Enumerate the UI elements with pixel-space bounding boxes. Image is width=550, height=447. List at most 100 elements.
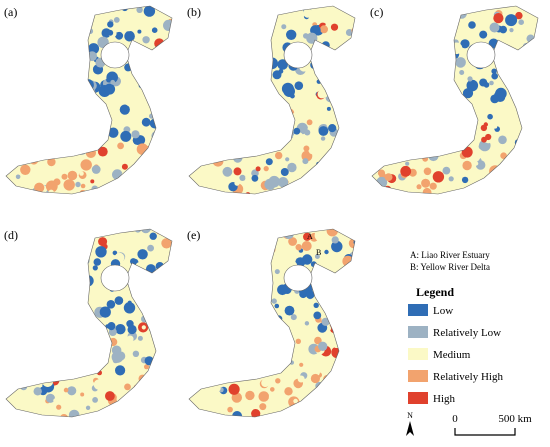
region-patch <box>121 170 131 180</box>
region-patch <box>212 334 225 347</box>
region-patch <box>514 78 524 88</box>
region-patch <box>117 142 124 150</box>
region-patch <box>36 229 48 237</box>
region-patch <box>44 150 50 155</box>
region-patch <box>461 140 467 146</box>
region-patch <box>75 15 85 24</box>
region-patch <box>240 107 247 114</box>
map-panel: (b) <box>187 5 356 195</box>
region-patch <box>202 264 212 273</box>
region-patch <box>81 330 94 343</box>
region-patch <box>280 229 287 236</box>
region-patch <box>328 398 339 409</box>
region-patch <box>83 193 89 194</box>
region-patch <box>353 154 355 161</box>
region-patch <box>92 192 103 194</box>
region-patch <box>144 173 155 184</box>
region-patch <box>95 246 107 258</box>
region-patch <box>328 176 335 183</box>
region-patch <box>223 76 230 83</box>
region-patch <box>301 241 312 251</box>
region-patch <box>444 44 452 52</box>
region-patch <box>535 181 538 187</box>
region-patch <box>279 106 284 111</box>
region-patch <box>441 97 451 108</box>
region-patch <box>107 322 116 331</box>
region-patch <box>232 284 238 290</box>
region-patch <box>401 118 413 130</box>
region-patch <box>25 229 38 236</box>
region-patch <box>167 58 172 64</box>
region-patch <box>424 97 432 105</box>
region-patch <box>499 25 507 34</box>
region-patch <box>231 298 237 304</box>
legend-title: Legend <box>416 285 454 299</box>
region-patch <box>156 148 163 155</box>
region-patch <box>196 400 207 411</box>
region-patch <box>80 110 85 116</box>
region-patch <box>222 131 229 139</box>
region-patch <box>487 113 493 120</box>
region-patch <box>215 44 224 53</box>
region-patch <box>24 58 34 68</box>
region-patch <box>352 177 355 183</box>
region-patch <box>405 161 410 166</box>
region-patch <box>420 62 430 72</box>
region-patch <box>54 160 63 169</box>
region-patch <box>168 37 172 42</box>
region-patch <box>349 141 354 146</box>
region-patch <box>67 235 77 245</box>
region-patch <box>21 412 27 417</box>
panel-label: (b) <box>187 5 201 19</box>
region-patch <box>88 320 95 327</box>
region-patch <box>256 66 265 75</box>
region-patch <box>315 113 325 123</box>
panel-label: (c) <box>370 5 383 19</box>
region-patch <box>247 305 259 317</box>
region-patch <box>345 314 355 324</box>
region-patch <box>464 186 472 194</box>
region-patch <box>293 127 301 135</box>
region-patch <box>422 187 432 194</box>
region-patch <box>143 6 156 17</box>
region-patch <box>347 268 353 273</box>
region-patch <box>493 124 498 129</box>
region-patch <box>215 7 226 18</box>
region-patch <box>324 249 329 255</box>
region-patch <box>379 94 389 103</box>
region-patch <box>10 51 19 60</box>
region-patch <box>193 241 205 253</box>
region-patch <box>137 289 147 299</box>
region-patch <box>194 335 200 341</box>
region-patch <box>68 409 80 417</box>
region-patch <box>434 99 439 104</box>
region-patch <box>208 6 217 11</box>
region-patch <box>458 127 463 133</box>
region-patch <box>271 124 280 133</box>
region-patch <box>254 330 263 339</box>
region-patch <box>201 241 213 253</box>
region-patch <box>270 366 277 374</box>
region-patch <box>15 174 21 180</box>
region-patch <box>321 317 330 326</box>
region-patch <box>527 160 537 170</box>
map-panel: (d) <box>4 228 173 418</box>
region-patch <box>375 139 387 152</box>
region-patch <box>320 25 328 34</box>
region-patch <box>141 325 146 330</box>
region-patch <box>31 10 36 15</box>
region-patch <box>480 124 488 132</box>
region-patch <box>73 108 79 114</box>
region-patch <box>328 69 336 78</box>
region-patch <box>6 110 15 120</box>
region-patch <box>136 6 143 13</box>
region-patch <box>352 336 355 343</box>
region-patch <box>194 315 204 325</box>
region-patch <box>400 165 412 177</box>
region-patch <box>270 387 275 392</box>
region-patch <box>317 391 330 404</box>
region-patch <box>354 270 355 275</box>
region-patch <box>296 173 301 179</box>
region-patch <box>8 254 18 264</box>
region-patch <box>276 189 283 194</box>
